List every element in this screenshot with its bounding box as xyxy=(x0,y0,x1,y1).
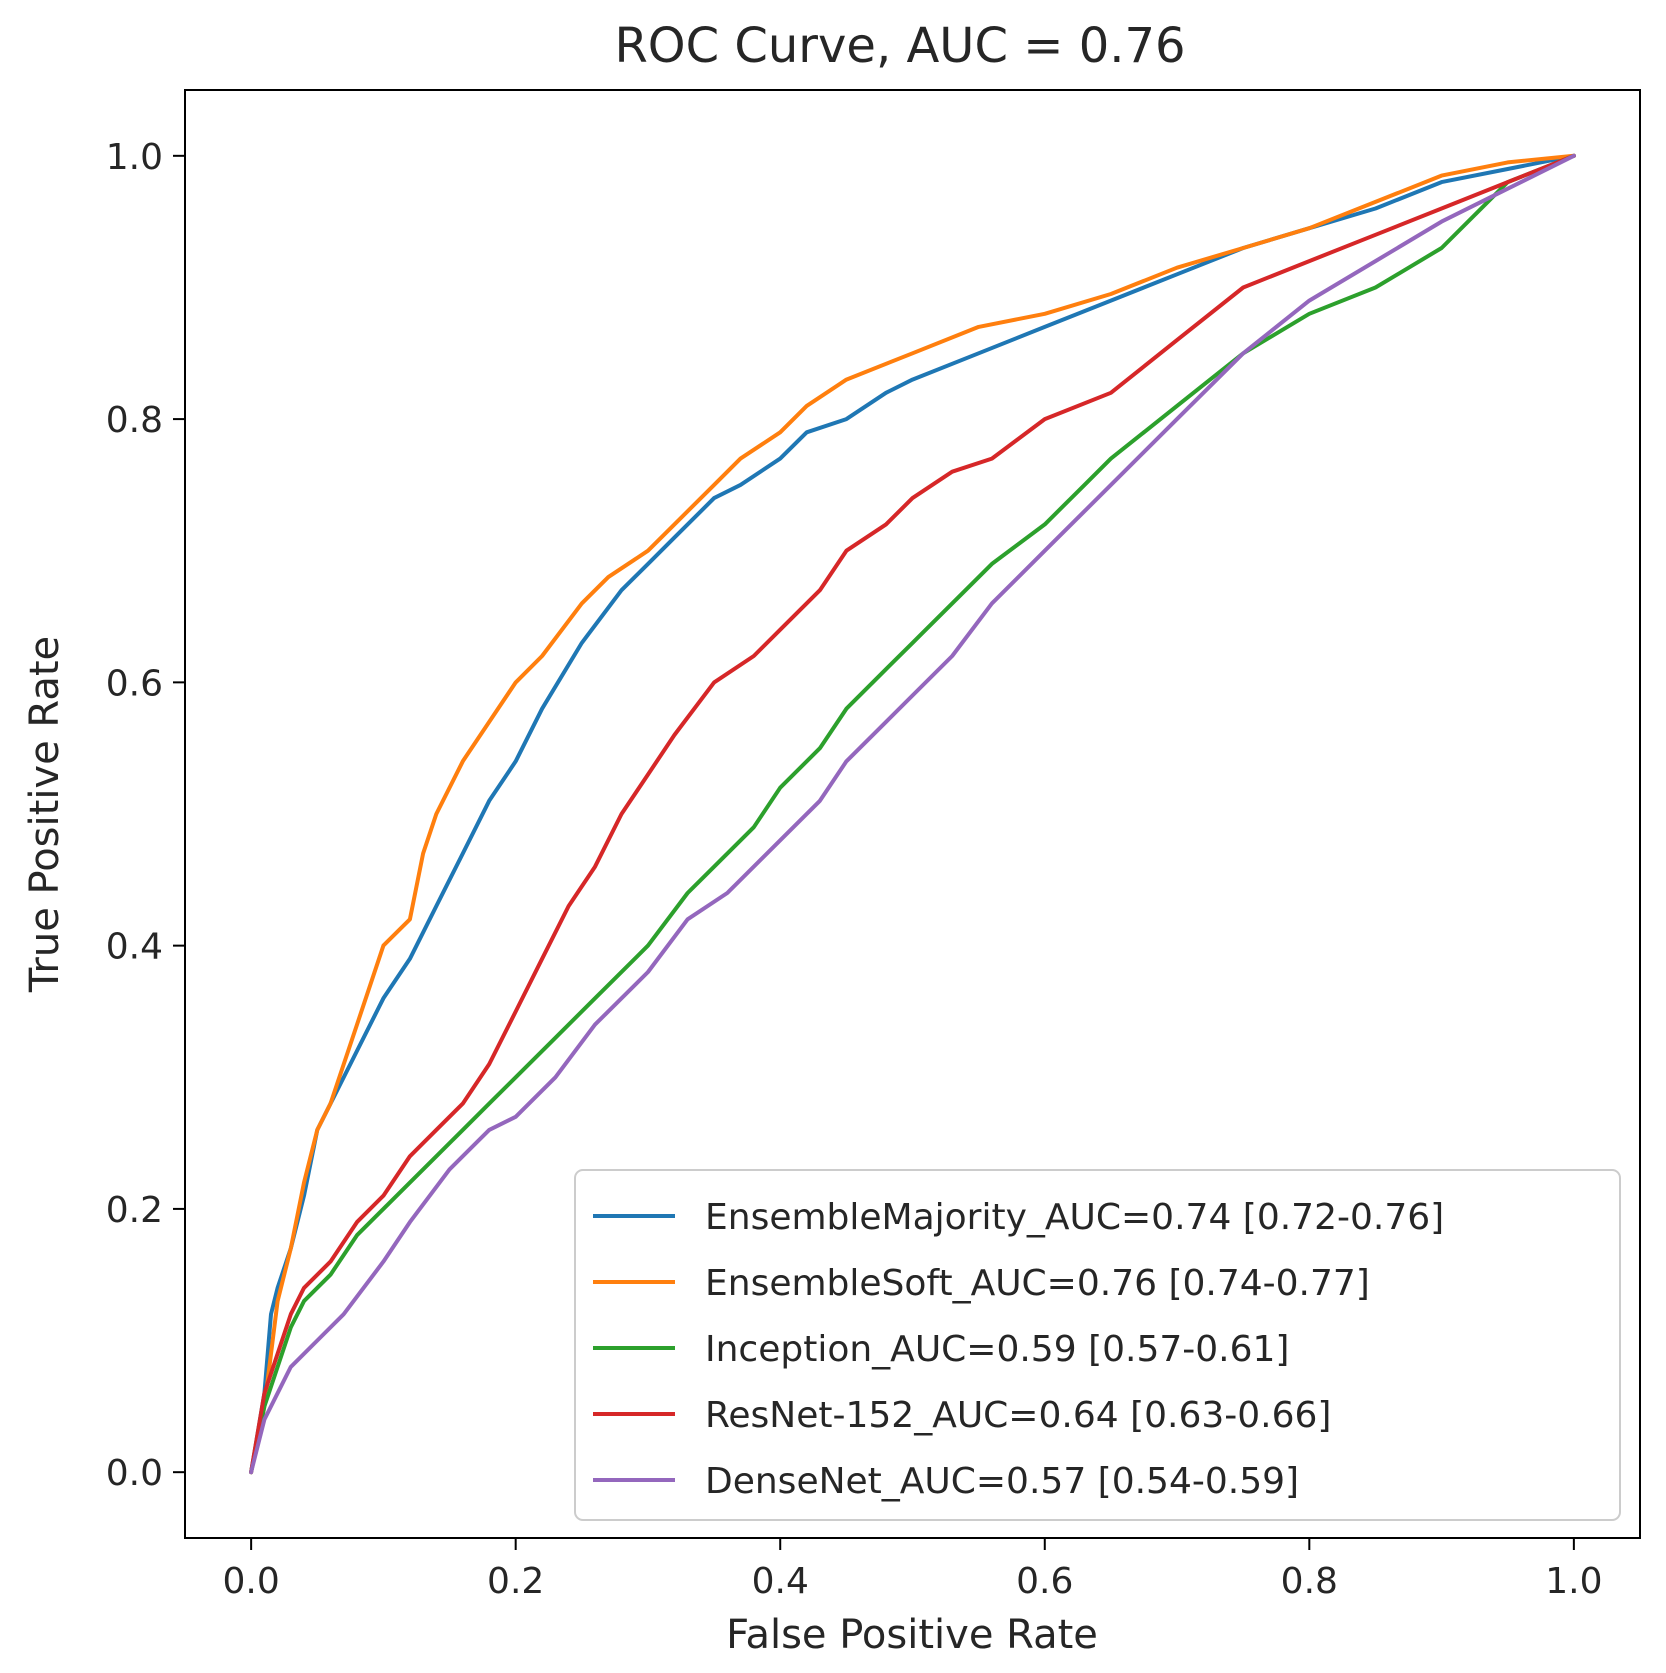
x-tick-label: 0.0 xyxy=(223,1561,280,1602)
legend: EnsembleMajority_AUC=0.74 [0.72-0.76] Ens… xyxy=(574,1169,1621,1521)
series-lines xyxy=(249,153,1576,1475)
x-axis: 0.0 0.2 0.4 0.6 0.8 1.0 xyxy=(223,1538,1602,1602)
legend-label-1: EnsembleMajority_AUC=0.74 [0.72-0.76] xyxy=(705,1197,1444,1238)
y-axis: 0.0 0.2 0.4 0.6 0.8 1.0 xyxy=(106,137,185,1494)
series-line-2 xyxy=(249,153,1576,1475)
series-line-3 xyxy=(249,153,1576,1475)
axes-frame xyxy=(184,89,1641,1539)
legend-label-2: EnsembleSoft_AUC=0.76 [0.74-0.77] xyxy=(705,1263,1370,1304)
series-line-4 xyxy=(249,153,1576,1475)
y-tick-label: 0.6 xyxy=(106,663,163,704)
y-tick-label: 1.0 xyxy=(106,137,163,178)
x-tick-label: 0.2 xyxy=(487,1561,544,1602)
legend-box xyxy=(574,1169,1621,1521)
y-tick-label: 0.4 xyxy=(106,927,163,968)
y-tick-label: 0.2 xyxy=(106,1190,163,1231)
y-tick-label: 0.0 xyxy=(106,1453,163,1494)
x-axis-label: False Positive Rate xyxy=(726,1612,1098,1658)
x-tick-label: 0.8 xyxy=(1281,1561,1338,1602)
y-axis-label: True Positive Rate xyxy=(22,636,68,993)
series-line-5 xyxy=(249,153,1576,1475)
x-tick-label: 0.6 xyxy=(1016,1561,1073,1602)
x-tick-label: 0.4 xyxy=(752,1561,809,1602)
legend-label-5: DenseNet_AUC=0.57 [0.54-0.59] xyxy=(705,1461,1299,1502)
legend-label-4: ResNet-152_AUC=0.64 [0.63-0.66] xyxy=(705,1395,1331,1436)
x-tick-label: 1.0 xyxy=(1545,1561,1602,1602)
legend-label-3: Inception_AUC=0.59 [0.57-0.61] xyxy=(705,1329,1289,1370)
chart-title: ROC Curve, AUC = 0.76 xyxy=(614,18,1185,74)
y-tick-label: 0.8 xyxy=(106,400,163,441)
